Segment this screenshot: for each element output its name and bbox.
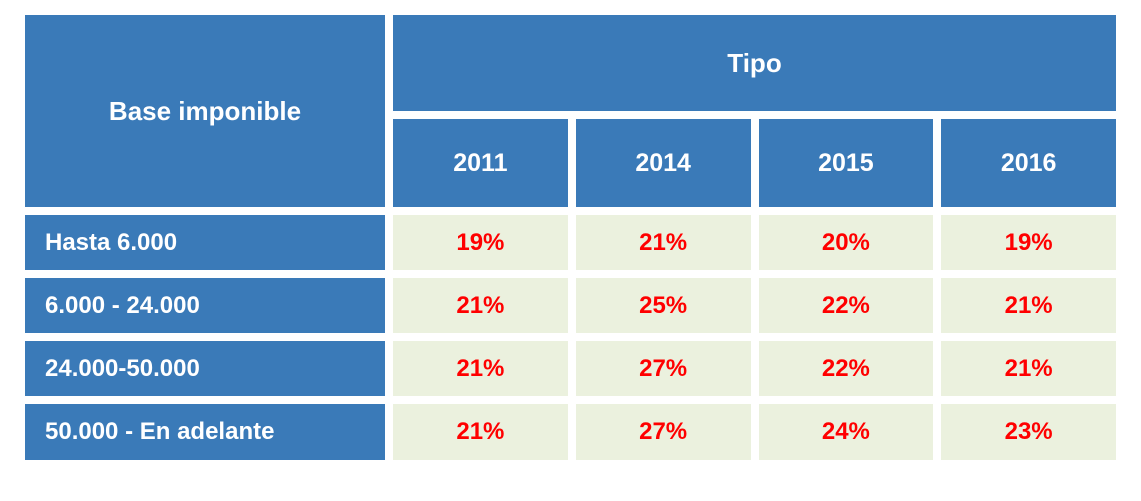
- value-cell: 22%: [758, 341, 934, 396]
- tax-rate-table-wrapper: Base imponible Tipo 2011 2014 2015 2016 …: [25, 15, 1116, 460]
- value-cell: 20%: [758, 215, 934, 270]
- value-cell: 21%: [941, 278, 1116, 333]
- tax-rate-table: Base imponible Tipo 2011 2014 2015 2016 …: [25, 15, 1116, 460]
- column-header-2011: 2011: [393, 119, 568, 207]
- row-label-24000-50000: 24.000-50.000: [25, 341, 385, 396]
- value-cell: 27%: [575, 341, 751, 396]
- value-cell: 21%: [393, 341, 568, 396]
- column-header-2016: 2016: [941, 119, 1116, 207]
- column-header-2015: 2015: [758, 119, 934, 207]
- value-cell: 23%: [941, 404, 1116, 460]
- value-cell: 21%: [941, 341, 1116, 396]
- column-header-2014: 2014: [575, 119, 751, 207]
- value-cell: 24%: [758, 404, 934, 460]
- row-label-hasta-6000: Hasta 6.000: [25, 215, 385, 270]
- value-cell: 21%: [393, 278, 568, 333]
- value-cell: 21%: [575, 215, 751, 270]
- value-cell: 19%: [393, 215, 568, 270]
- value-cell: 19%: [941, 215, 1116, 270]
- row-label-6000-24000: 6.000 - 24.000: [25, 278, 385, 333]
- value-cell: 21%: [393, 404, 568, 460]
- group-header-tipo: Tipo: [393, 15, 1116, 111]
- corner-header-base-imponible: Base imponible: [25, 15, 385, 207]
- value-cell: 27%: [575, 404, 751, 460]
- value-cell: 25%: [575, 278, 751, 333]
- value-cell: 22%: [758, 278, 934, 333]
- row-label-50000-en-adelante: 50.000 - En adelante: [25, 404, 385, 460]
